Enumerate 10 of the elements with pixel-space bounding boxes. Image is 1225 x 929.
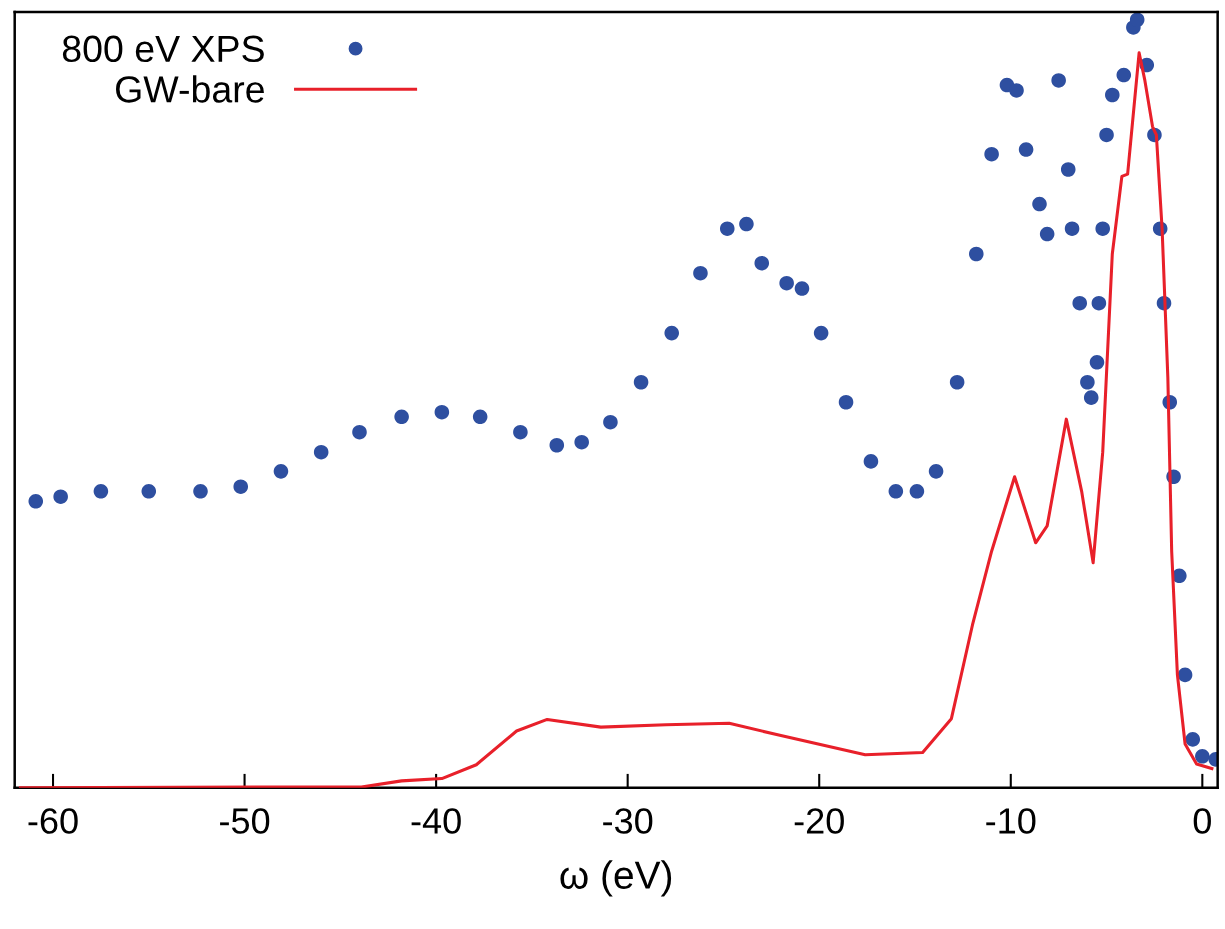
- x-tick-label: -40: [411, 808, 461, 834]
- x-tick-label: -50: [220, 808, 270, 834]
- x-tick-label: -10: [986, 808, 1036, 834]
- x-tick-label: -60: [28, 808, 78, 834]
- x-tick-label: -30: [603, 808, 653, 834]
- x-tick-label: -20: [794, 808, 844, 834]
- legend-label: GW-bare: [116, 75, 264, 103]
- x-axis-title: ω (eV): [560, 860, 672, 897]
- x-tick-label: 0: [1193, 808, 1211, 834]
- legend-label: 800 eV XPS: [62, 35, 264, 63]
